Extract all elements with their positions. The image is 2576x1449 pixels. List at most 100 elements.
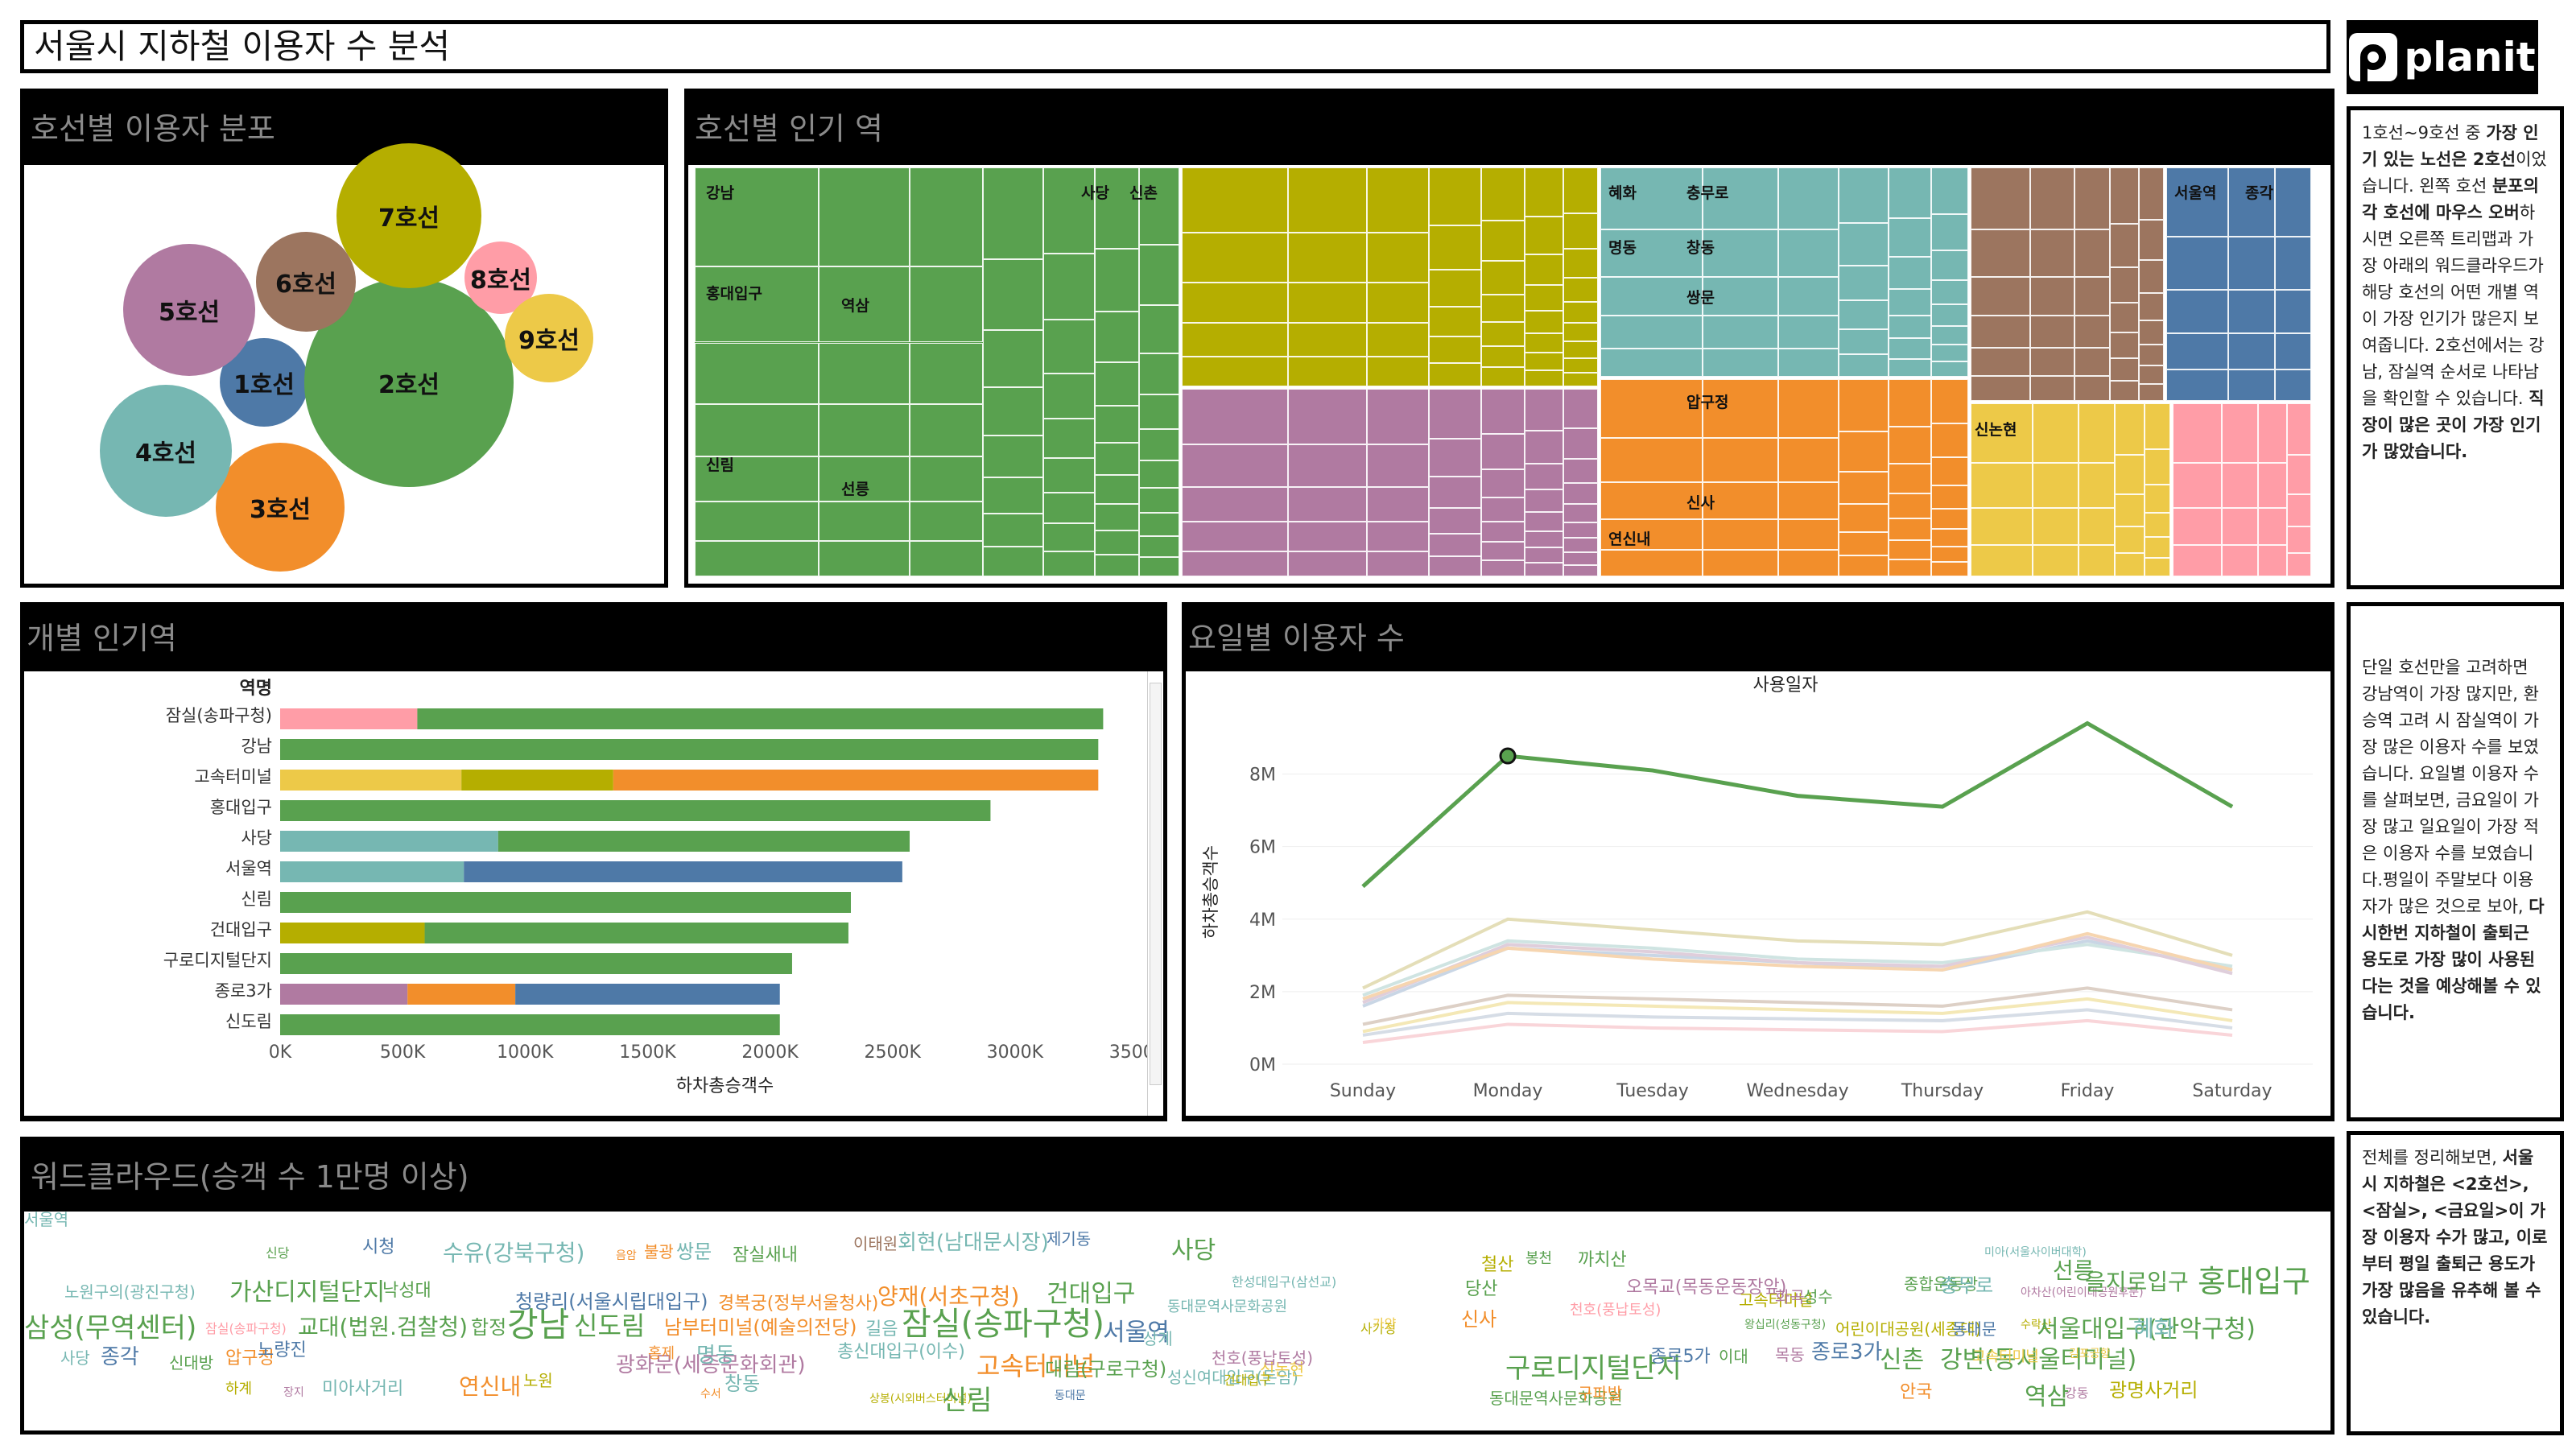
treemap-tile[interactable] [2109,167,2140,225]
wordcloud-word[interactable]: 압구정 [225,1348,275,1368]
treemap-tile[interactable] [1703,550,1779,576]
treemap-tile[interactable] [1563,341,1598,358]
wordcloud-word[interactable]: 명동 [696,1344,735,1368]
treemap-tile[interactable] [982,387,1043,436]
treemap-tile[interactable] [1429,389,1481,439]
wordcloud-word[interactable]: 광화문(세종문화회관) [616,1353,806,1377]
treemap-tile[interactable] [1930,361,1968,377]
treemap-tile[interactable] [1563,302,1598,324]
wordcloud-word[interactable]: 노원구의(광진구청) [64,1282,196,1302]
wordcloud-word[interactable]: 어린이대공원(세종대) [1835,1319,1982,1339]
wordcloud-word[interactable]: 쌍문 [676,1241,712,1263]
treemap-tile[interactable] [1888,257,1931,289]
bar-segment[interactable] [280,770,462,791]
treemap-tile[interactable] [1778,277,1839,316]
treemap-tile[interactable] [1139,556,1179,576]
treemap-tile[interactable] [2258,545,2288,576]
treemap-tile[interactable] [1563,373,1598,386]
treemap-tile[interactable] [1094,362,1140,406]
treemap-tile[interactable] [1366,522,1430,551]
treemap-tile[interactable] [1366,389,1430,445]
treemap-tile[interactable] [2032,508,2079,546]
treemap-tile[interactable] [2074,167,2110,229]
wordcloud-word[interactable]: 선릉 [2053,1257,2095,1284]
treemap-tile[interactable] [2145,448,2170,485]
treemap-tile[interactable] [2287,454,2311,494]
treemap-tile[interactable] [1838,379,1889,431]
wordcloud-word[interactable]: 동대문 [1952,1319,1997,1339]
treemap-tile[interactable] [1778,437,1839,483]
treemap-tile[interactable] [2032,462,2079,509]
treemap-tile[interactable] [1287,551,1367,576]
treemap-tile[interactable] [1429,225,1481,270]
treemap-tile[interactable] [1888,463,1931,493]
treemap-tile[interactable] [1525,167,1564,217]
wordcloud-word[interactable]: 광명사거리 [2109,1379,2198,1402]
wordcloud-word[interactable]: 미아사거리 [322,1379,404,1399]
treemap-tile[interactable] [2030,276,2075,316]
treemap-tile[interactable] [1182,167,1288,233]
wordcloud-word[interactable]: 연신내 [459,1373,522,1400]
treemap-tile[interactable] [1480,322,1525,347]
wordcloud-word[interactable]: 양재(서초구청) [877,1283,1020,1310]
wordcloud-word[interactable]: 수서 [700,1388,721,1401]
treemap-tile[interactable] [1042,551,1095,576]
treemap-tile[interactable] [2030,315,2075,349]
treemap-tile[interactable] [1042,523,1095,551]
treemap-tile[interactable] [2032,403,2079,463]
treemap-block-line[interactable] [1600,379,1968,576]
wordcloud-word[interactable]: 길음 [865,1319,898,1340]
treemap-tile[interactable] [695,342,819,405]
treemap-tile[interactable] [1525,489,1564,512]
treemap-tile[interactable] [818,404,910,457]
treemap-tile[interactable] [1182,282,1288,323]
treemap-tile[interactable] [1888,358,1931,377]
treemap-tile[interactable] [1366,167,1430,233]
treemap-tile[interactable] [1525,311,1564,334]
treemap-tile[interactable] [910,266,983,343]
treemap-tile[interactable] [2030,348,2075,377]
treemap-tile[interactable] [1563,522,1598,539]
treemap-tile[interactable] [1429,477,1481,508]
treemap-tile[interactable] [1480,220,1525,262]
treemap-tile[interactable] [1838,354,1889,377]
series-line[interactable] [1361,720,2234,889]
treemap-tile[interactable] [1429,534,1481,557]
treemap-tile[interactable] [1563,483,1598,505]
treemap-tile[interactable] [1563,278,1598,303]
treemap-tile[interactable] [1182,551,1288,576]
treemap-tile[interactable] [1287,522,1367,551]
treemap-tile[interactable] [1480,521,1525,543]
treemap-tile[interactable] [1888,288,1931,316]
treemap-tile[interactable] [1563,357,1598,374]
treemap-tile[interactable] [910,456,983,502]
wordcloud-word[interactable]: 상봉(시외버스터미널) [869,1393,972,1406]
treemap-tile[interactable] [2287,493,2311,526]
wordcloud-word[interactable]: 천호(풍납토성) [1212,1348,1314,1368]
bar-segment[interactable] [280,1014,780,1035]
treemap-tile[interactable] [1525,254,1564,286]
wordcloud-word[interactable]: 창동 [724,1373,761,1395]
wordcloud-word[interactable]: 노량진 [258,1340,307,1360]
wordcloud-word[interactable]: 이태원 [853,1234,898,1253]
treemap-tile[interactable] [1139,535,1179,557]
treemap-tile[interactable] [2228,369,2275,401]
wordcloud-word[interactable]: 신당 [266,1245,290,1261]
treemap-tile[interactable] [2222,403,2259,463]
treemap-tile[interactable] [1930,562,1968,576]
bar-segment[interactable] [280,984,408,1005]
wordcloud-word[interactable]: 종합운동장 [1904,1274,1978,1294]
wordcloud-word[interactable]: 왕십리(성동구청) [1744,1319,1827,1331]
treemap-tile[interactable] [1563,428,1598,459]
treemap-tile[interactable] [1525,353,1564,371]
treemap-tile[interactable] [1287,487,1367,522]
treemap-tile[interactable] [1971,348,2031,377]
treemap-tile[interactable] [1703,518,1779,550]
treemap-tile[interactable] [1042,320,1095,374]
wordcloud-word[interactable]: 회현(남대문시장) [898,1231,1049,1255]
bar-segment[interactable] [613,770,1099,791]
treemap-tile[interactable] [2258,508,2288,546]
treemap-tile[interactable] [1525,511,1564,531]
bubble-line-3[interactable]: 3호선 [216,443,345,572]
treemap-tile[interactable] [1139,460,1179,489]
